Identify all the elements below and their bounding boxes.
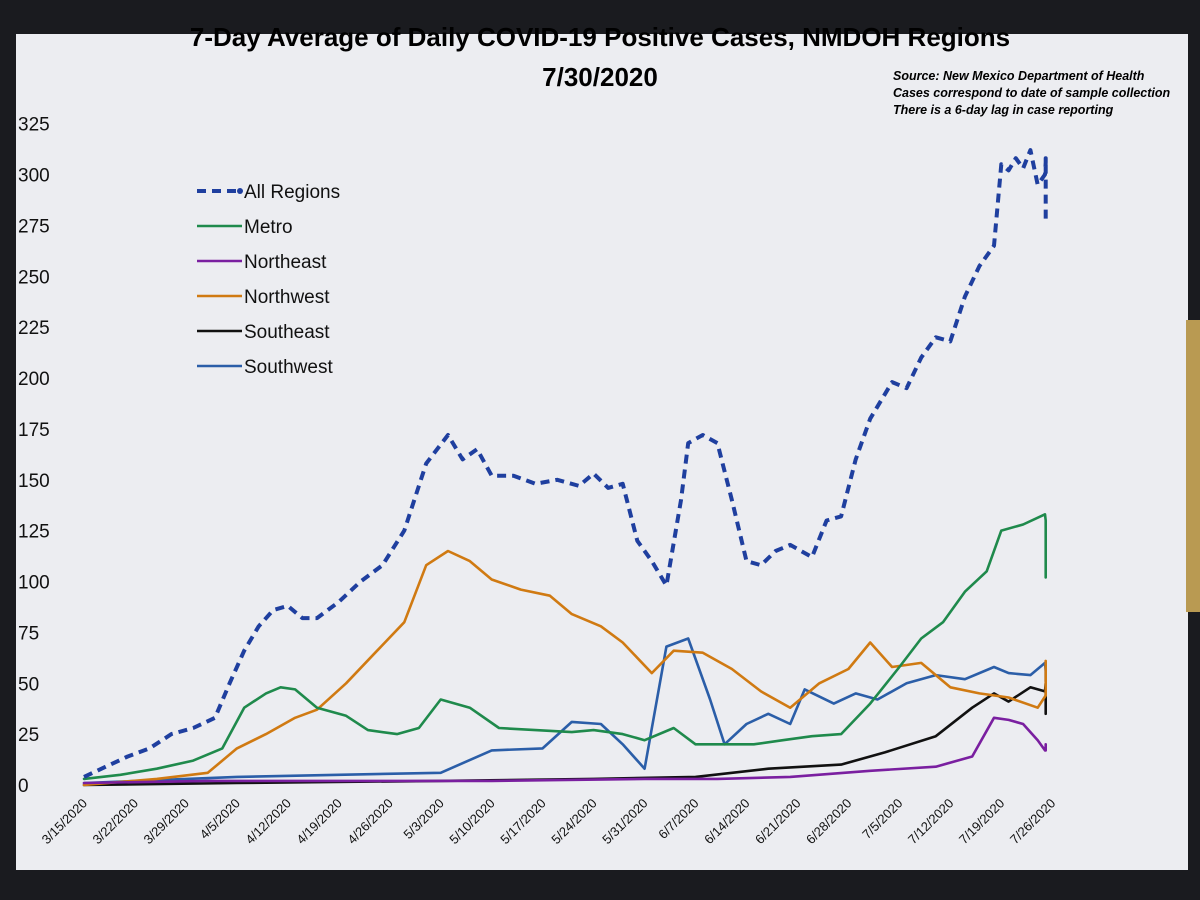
x-tick-label: 6/21/2020 <box>752 796 804 848</box>
x-tick-label: 5/10/2020 <box>446 796 498 848</box>
y-tick-label: 175 <box>18 420 50 441</box>
x-tick-label: 4/26/2020 <box>344 796 396 848</box>
series-line-metro <box>82 513 1047 781</box>
y-tick-label: 300 <box>18 166 50 187</box>
chart-title: 7-Day Average of Daily COVID-19 Positive… <box>190 22 1010 52</box>
x-tick-label: 4/19/2020 <box>293 796 345 848</box>
legend-label-southwest: Southwest <box>244 357 333 378</box>
series-line-southwest <box>82 637 1047 785</box>
x-tick-label: 4/12/2020 <box>242 796 294 848</box>
y-tick-label: 275 <box>18 216 50 237</box>
x-tick-label: 5/3/2020 <box>400 796 446 842</box>
series-line-northwest <box>82 549 1047 787</box>
source-line-3: There is a 6-day lag in case reporting <box>893 103 1114 117</box>
legend: All Regions Metro Northeast Northwest Southe… <box>197 182 340 378</box>
x-tick-label: 6/14/2020 <box>701 796 753 848</box>
y-tick-label: 125 <box>18 522 50 543</box>
legend-label-northwest: Northwest <box>244 287 330 308</box>
y-tick-label: 225 <box>18 318 50 339</box>
x-tick-label: 5/31/2020 <box>599 796 651 848</box>
y-tick-label: 0 <box>18 776 29 797</box>
legend-label-northeast: Northeast <box>244 252 327 273</box>
y-tick-label: 150 <box>18 471 50 492</box>
y-axis: 0 25 50 75 100 125 150 175 200 225 250 275 300 325 <box>18 115 50 797</box>
y-tick-label: 100 <box>18 573 50 594</box>
plot-area <box>82 148 1048 787</box>
legend-marker-all-regions <box>237 188 243 194</box>
y-tick-label: 200 <box>18 369 50 390</box>
x-tick-label: 5/24/2020 <box>548 796 600 848</box>
source-line-2: Cases correspond to date of sample colle… <box>893 86 1171 100</box>
x-tick-label: 3/29/2020 <box>141 796 193 848</box>
x-tick-label: 3/22/2020 <box>90 796 142 848</box>
legend-label-southeast: Southeast <box>244 322 330 343</box>
x-tick-label: 7/26/2020 <box>1007 796 1059 848</box>
x-tick-label: 5/17/2020 <box>497 796 549 848</box>
chart-subtitle: 7/30/2020 <box>542 62 658 92</box>
y-tick-label: 325 <box>18 115 50 136</box>
x-axis: 3/15/2020 3/22/2020 3/29/2020 4/5/2020 4/12/… <box>39 796 1059 848</box>
series-line-all-regions <box>83 148 1048 779</box>
y-tick-label: 50 <box>18 674 39 695</box>
y-tick-label: 75 <box>18 623 39 644</box>
legend-label-all-regions: All Regions <box>244 182 340 203</box>
x-tick-label: 7/5/2020 <box>859 796 905 842</box>
x-tick-label: 6/28/2020 <box>803 796 855 848</box>
series-line-northeast <box>82 716 1047 785</box>
side-tab <box>1186 320 1200 612</box>
y-tick-label: 250 <box>18 267 50 288</box>
source-note: Source: New Mexico Department of Health … <box>893 69 1171 117</box>
legend-label-metro: Metro <box>244 217 293 238</box>
x-tick-label: 6/7/2020 <box>655 796 701 842</box>
y-tick-label: 25 <box>18 725 39 746</box>
x-tick-label: 3/15/2020 <box>39 796 91 848</box>
x-tick-label: 7/19/2020 <box>956 796 1008 848</box>
x-tick-label: 4/5/2020 <box>197 796 243 842</box>
source-line-1: Source: New Mexico Department of Health <box>893 69 1145 83</box>
x-tick-label: 7/12/2020 <box>905 796 957 848</box>
